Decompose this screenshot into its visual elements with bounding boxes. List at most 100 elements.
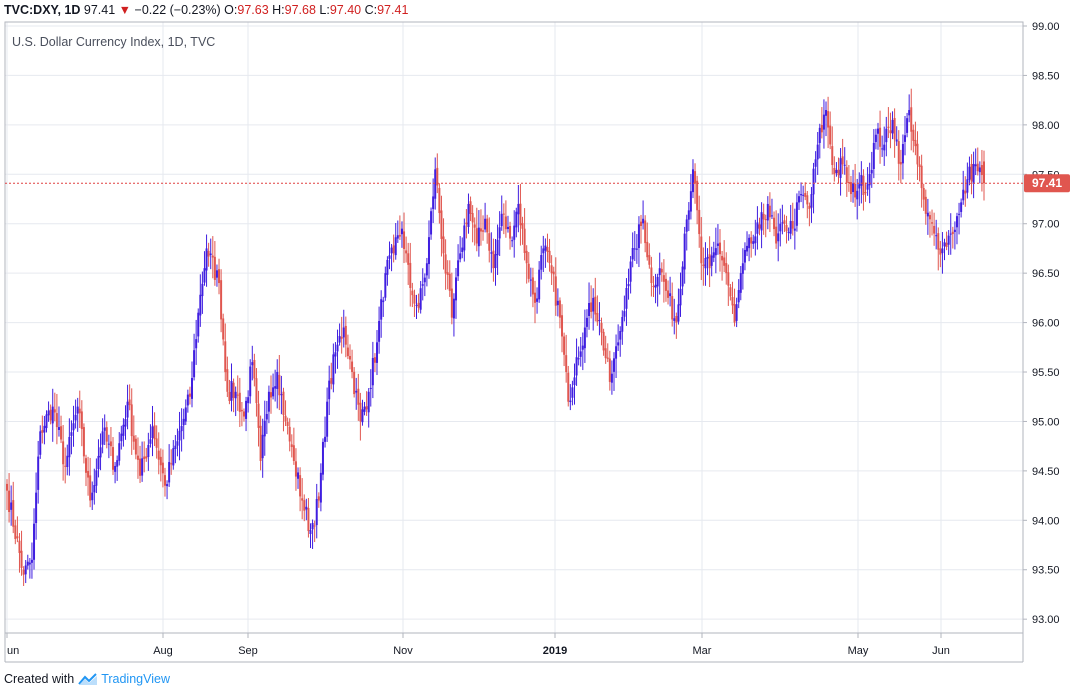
candle-body bbox=[328, 380, 331, 400]
candle-body bbox=[567, 372, 570, 402]
time-tick-label: un bbox=[7, 645, 19, 657]
candle-body bbox=[132, 435, 135, 442]
candle-body bbox=[554, 276, 557, 306]
candle bbox=[627, 268, 630, 300]
candle-body bbox=[330, 378, 333, 384]
candle-body bbox=[384, 273, 387, 298]
candle-body bbox=[872, 142, 875, 169]
candle-body bbox=[943, 242, 946, 247]
grid-lines bbox=[5, 22, 1023, 634]
candle-body bbox=[504, 216, 507, 230]
candle bbox=[904, 116, 907, 156]
candle-body bbox=[810, 194, 813, 208]
candle bbox=[777, 213, 780, 262]
candle bbox=[741, 248, 744, 290]
candle bbox=[324, 416, 327, 448]
candle-body bbox=[814, 159, 817, 167]
candle-body bbox=[346, 347, 349, 357]
candle-body bbox=[741, 263, 744, 274]
candle bbox=[829, 111, 832, 150]
candle-body bbox=[436, 167, 439, 186]
candle-body bbox=[112, 447, 115, 470]
price-chart[interactable]: 99.0098.5098.0097.5097.0096.5096.0095.50… bbox=[0, 0, 1075, 668]
candle bbox=[172, 440, 175, 470]
candle bbox=[188, 386, 191, 405]
candle-body bbox=[935, 235, 938, 237]
candle bbox=[920, 154, 923, 208]
candle bbox=[247, 390, 250, 413]
candle bbox=[966, 162, 969, 199]
candle-body bbox=[592, 297, 595, 312]
candle-body bbox=[490, 252, 493, 254]
candle-body bbox=[642, 218, 645, 224]
candle bbox=[457, 244, 460, 281]
candle-body bbox=[342, 327, 345, 338]
candle bbox=[644, 215, 647, 253]
candle bbox=[897, 130, 900, 181]
candle bbox=[502, 203, 505, 235]
candle-body bbox=[933, 225, 936, 234]
candle-body bbox=[66, 455, 69, 468]
candle-body bbox=[309, 530, 312, 535]
candle-body bbox=[307, 507, 310, 532]
candle bbox=[814, 151, 817, 183]
candle bbox=[858, 172, 861, 206]
candle-body bbox=[879, 127, 882, 147]
candle bbox=[571, 380, 574, 406]
candle bbox=[155, 425, 158, 459]
candle bbox=[170, 449, 173, 475]
time-tick-label: Aug bbox=[153, 645, 173, 657]
candle bbox=[261, 418, 264, 478]
candle-body bbox=[719, 242, 722, 255]
candle-body bbox=[841, 156, 844, 165]
candle-body bbox=[473, 224, 476, 228]
candle-body bbox=[182, 418, 185, 426]
candle-body bbox=[847, 181, 850, 183]
candle bbox=[964, 176, 967, 207]
candle-body bbox=[604, 348, 607, 359]
candle bbox=[149, 424, 152, 448]
candle bbox=[430, 207, 433, 240]
candle-body bbox=[538, 269, 541, 300]
candle bbox=[145, 447, 148, 462]
close-label: C: bbox=[364, 3, 378, 17]
candle bbox=[400, 221, 403, 248]
candle-body bbox=[816, 144, 819, 160]
candle-body bbox=[442, 236, 445, 254]
candle bbox=[311, 519, 314, 549]
candle-body bbox=[980, 165, 983, 176]
candle-body bbox=[852, 183, 855, 193]
candle bbox=[91, 481, 94, 511]
candle bbox=[702, 247, 705, 286]
candle bbox=[596, 295, 599, 326]
candle bbox=[448, 260, 451, 297]
candle bbox=[473, 217, 476, 246]
candle-body bbox=[409, 262, 412, 288]
candle bbox=[866, 167, 869, 196]
candle bbox=[664, 272, 667, 302]
candle-body bbox=[581, 345, 584, 350]
candle bbox=[413, 289, 416, 317]
candle-body bbox=[671, 296, 674, 320]
candle bbox=[575, 338, 578, 386]
candle-body bbox=[610, 373, 613, 383]
candle bbox=[390, 243, 393, 272]
candle-body bbox=[249, 366, 252, 397]
tradingview-brand[interactable]: TradingView bbox=[101, 672, 170, 686]
candle bbox=[837, 157, 840, 184]
candle-body bbox=[978, 167, 981, 173]
candle bbox=[544, 238, 547, 268]
candle-body bbox=[837, 169, 840, 176]
candle-body bbox=[91, 492, 94, 501]
candle bbox=[143, 441, 146, 473]
candle-body bbox=[49, 409, 52, 421]
candle bbox=[677, 288, 680, 325]
candle-body bbox=[234, 391, 237, 399]
candle-body bbox=[650, 267, 653, 284]
candle-body bbox=[866, 184, 869, 190]
candle-body bbox=[321, 441, 324, 475]
candle bbox=[475, 207, 478, 252]
candle bbox=[800, 182, 803, 203]
candle-body bbox=[251, 362, 254, 366]
symbol-name[interactable]: TVC:DXY, 1D bbox=[4, 3, 81, 17]
